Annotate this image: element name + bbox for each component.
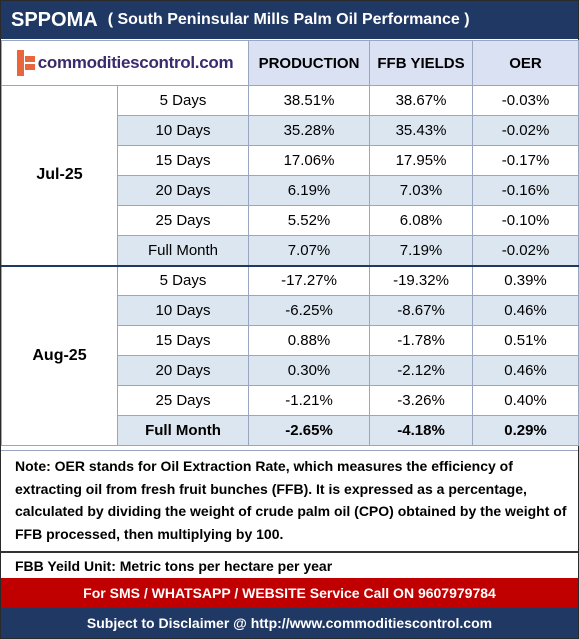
- table-row: 25 Days -1.21% -3.26% 0.40%: [2, 385, 579, 416]
- month-label: Jul-25: [1, 85, 118, 266]
- ffb-yield-cell: -1.78%: [369, 325, 474, 356]
- yield-unit-note: FBB Yeild Unit: Metric tons per hectare …: [1, 551, 578, 577]
- table-row: 15 Days 17.06% 17.95% -0.17%: [2, 145, 579, 176]
- commoditiescontrol-logo[interactable]: commoditiescontrol.com: [2, 41, 248, 85]
- logo-text: commoditiescontrol.com: [37, 53, 234, 72]
- column-header-production: PRODUCTION: [248, 40, 371, 86]
- report-subtitle: ( South Peninsular Mills Palm Oil Perfor…: [107, 11, 470, 28]
- disclaimer-footer: Subject to Disclaimer @ http://www.commo…: [1, 608, 578, 638]
- oer-cell: -0.10%: [472, 205, 579, 236]
- production-cell: 17.06%: [248, 145, 371, 176]
- service-call-banner: For SMS / WHATSAPP / WEBSITE Service Cal…: [1, 578, 578, 608]
- table-row: 15 Days 0.88% -1.78% 0.51%: [2, 325, 579, 356]
- table-row: Aug-25 5 Days -17.27% -19.32% 0.39%: [1, 264, 579, 446]
- period-cell: 15 Days: [116, 325, 250, 356]
- report-title: SPPOMA: [11, 8, 98, 31]
- table-row: Full Month 7.07% 7.19% -0.02%: [2, 235, 579, 266]
- table-row: 20 Days 6.19% 7.03% -0.16%: [2, 175, 579, 206]
- period-cell: 20 Days: [116, 355, 250, 386]
- production-cell: 6.19%: [248, 175, 371, 206]
- period-cell: 25 Days: [116, 385, 250, 416]
- period-cell: 15 Days: [116, 145, 250, 176]
- ffb-yield-cell: -3.26%: [369, 385, 474, 416]
- ffb-yield-cell: 35.43%: [369, 115, 474, 146]
- column-header-oer: OER: [472, 40, 579, 86]
- period-cell: 25 Days: [116, 205, 250, 236]
- oer-cell: 0.51%: [472, 325, 579, 356]
- ffb-yield-cell: 6.08%: [369, 205, 474, 236]
- oer-cell: -0.16%: [472, 175, 579, 206]
- oer-cell: 0.29%: [472, 415, 579, 446]
- table-row: 10 Days -6.25% -8.67% 0.46%: [2, 295, 579, 326]
- production-cell: 0.88%: [248, 325, 371, 356]
- title-bar: SPPOMA ( South Peninsular Mills Palm Oil…: [1, 1, 578, 39]
- table-row: Jul-25 5 Days 38.51% 38.67% -0.03%: [1, 85, 579, 266]
- production-cell: 38.51%: [248, 85, 371, 116]
- ffb-yield-cell: -19.32%: [369, 264, 474, 296]
- column-header-ffb-yields: FFB YIELDS: [369, 40, 474, 86]
- ffb-yield-cell: 7.03%: [369, 175, 474, 206]
- month-label: Aug-25: [1, 264, 118, 446]
- period-cell: 10 Days: [116, 115, 250, 146]
- ffb-yield-cell: 17.95%: [369, 145, 474, 176]
- table-header-row: commoditiescontrol.com PRODUCTION FFB YI…: [0, 40, 579, 86]
- production-cell: -17.27%: [248, 264, 371, 296]
- ffb-yield-cell: -8.67%: [369, 295, 474, 326]
- oer-cell: -0.17%: [472, 145, 579, 176]
- table-row: Full Month -2.65% -4.18% 0.29%: [2, 415, 579, 446]
- table-row: 10 Days 35.28% 35.43% -0.02%: [2, 115, 579, 146]
- oer-cell: 0.46%: [472, 355, 579, 386]
- production-cell: 7.07%: [248, 235, 371, 266]
- oer-note: Note: OER stands for Oil Extraction Rate…: [1, 450, 578, 549]
- oer-cell: 0.40%: [472, 385, 579, 416]
- ffb-yield-cell: -4.18%: [369, 415, 474, 446]
- ffb-yield-cell: 38.67%: [369, 85, 474, 116]
- period-cell: Full Month: [116, 415, 250, 446]
- period-cell: 10 Days: [116, 295, 250, 326]
- production-cell: -2.65%: [248, 415, 371, 446]
- production-cell: -6.25%: [248, 295, 371, 326]
- logo-cell: commoditiescontrol.com: [0, 40, 250, 86]
- performance-table: commoditiescontrol.com PRODUCTION FFB YI…: [0, 40, 579, 446]
- logo-mark-icon: [16, 50, 35, 76]
- oer-cell: -0.03%: [472, 85, 579, 116]
- period-cell: 5 Days: [116, 264, 250, 296]
- oer-cell: 0.46%: [472, 295, 579, 326]
- period-cell: Full Month: [116, 235, 250, 266]
- production-cell: 35.28%: [248, 115, 371, 146]
- ffb-yield-cell: -2.12%: [369, 355, 474, 386]
- oer-cell: -0.02%: [472, 115, 579, 146]
- period-cell: 5 Days: [116, 85, 250, 116]
- ffb-yield-cell: 7.19%: [369, 235, 474, 266]
- period-cell: 20 Days: [116, 175, 250, 206]
- oer-cell: 0.39%: [472, 264, 579, 296]
- oer-cell: -0.02%: [472, 235, 579, 266]
- production-cell: 0.30%: [248, 355, 371, 386]
- production-cell: 5.52%: [248, 205, 371, 236]
- production-cell: -1.21%: [248, 385, 371, 416]
